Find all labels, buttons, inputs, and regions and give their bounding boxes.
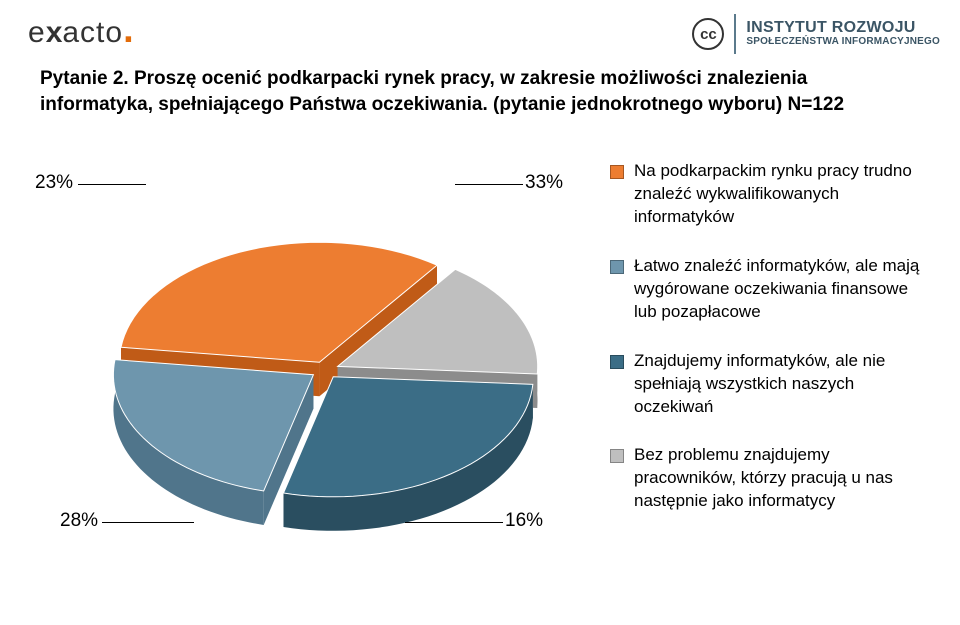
logo-exacto: exacto. (28, 16, 134, 50)
logo-letter-e: e (28, 16, 46, 49)
header: exacto. cc INSTYTUT ROZWOJU SPOŁECZEŃSTW… (0, 10, 960, 56)
legend-swatch-0 (610, 165, 624, 179)
header-separator (734, 14, 736, 54)
institute-block: INSTYTUT ROZWOJU SPOŁECZEŃSTWA INFORMACY… (746, 20, 940, 47)
legend-swatch-1 (610, 260, 624, 274)
leader-23 (78, 184, 146, 185)
legend-label-3: Bez problemu znajdujemy pracowników, któ… (634, 444, 930, 513)
logo-letter-x: x (46, 16, 63, 49)
legend-item-1: Łatwo znaleźć informatyków, ale mają wyg… (610, 255, 930, 324)
legend-swatch-3 (610, 449, 624, 463)
institute-line2: SPOŁECZEŃSTWA INFORMACYJNEGO (746, 37, 940, 48)
callout-16: 16% (505, 510, 543, 532)
legend-label-1: Łatwo znaleźć informatyków, ale mają wyg… (634, 255, 930, 324)
cc-text: cc (700, 26, 717, 43)
question-title: Pytanie 2. Proszę ocenić podkarpacki ryn… (40, 66, 920, 117)
legend-item-0: Na podkarpackim rynku pracy trudno znale… (610, 160, 930, 229)
callout-23: 23% (35, 172, 73, 194)
callout-28: 28% (60, 510, 98, 532)
cc-icon: cc (692, 18, 724, 50)
legend-label-2: Znajdujemy informatyków, ale nie spełnia… (634, 350, 930, 419)
callout-33: 33% (525, 172, 563, 194)
logo-dot-icon: . (123, 9, 134, 51)
legend-item-3: Bez problemu znajdujemy pracowników, któ… (610, 444, 930, 513)
leader-16 (405, 522, 503, 523)
header-right: cc INSTYTUT ROZWOJU SPOŁECZEŃSTWA INFORM… (692, 14, 940, 54)
logo-rest: acto (62, 16, 123, 49)
leader-28 (102, 522, 194, 523)
legend-label-0: Na podkarpackim rynku pracy trudno znale… (634, 160, 930, 229)
legend-swatch-2 (610, 355, 624, 369)
legend: Na podkarpackim rynku pracy trudno znale… (610, 160, 930, 539)
legend-item-2: Znajdujemy informatyków, ale nie spełnia… (610, 350, 930, 419)
leader-33 (455, 184, 523, 185)
institute-line1: INSTYTUT ROZWOJU (746, 20, 940, 37)
